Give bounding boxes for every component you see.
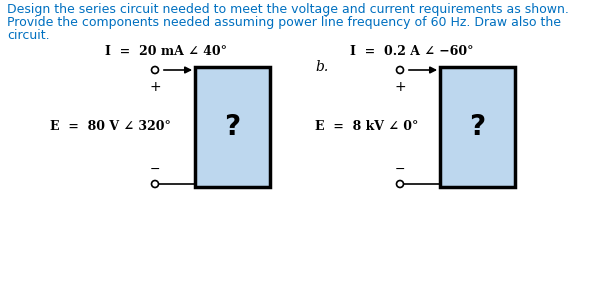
Text: I  =  0.2 A ∠ −60°: I = 0.2 A ∠ −60° (350, 45, 474, 58)
Text: E  =  80 V ∠ 320°: E = 80 V ∠ 320° (50, 121, 171, 133)
FancyBboxPatch shape (195, 67, 270, 187)
Text: I  =  20 mA ∠ 40°: I = 20 mA ∠ 40° (105, 45, 227, 58)
Text: −: − (150, 163, 160, 176)
Text: Design the series circuit needed to meet the voltage and current requirements as: Design the series circuit needed to meet… (7, 3, 569, 16)
Text: ?: ? (224, 113, 240, 141)
Text: ?: ? (469, 113, 485, 141)
Circle shape (152, 67, 159, 74)
FancyBboxPatch shape (440, 67, 515, 187)
Text: Provide the components needed assuming power line frequency of 60 Hz. Draw also : Provide the components needed assuming p… (7, 16, 561, 29)
Circle shape (397, 67, 404, 74)
Text: b.: b. (315, 60, 328, 74)
Circle shape (397, 180, 404, 187)
Text: −: − (395, 163, 406, 176)
Text: circuit.: circuit. (7, 29, 50, 42)
Text: +: + (394, 80, 406, 94)
Text: +: + (149, 80, 161, 94)
Circle shape (152, 180, 159, 187)
Text: E  =  8 kV ∠ 0°: E = 8 kV ∠ 0° (315, 121, 419, 133)
